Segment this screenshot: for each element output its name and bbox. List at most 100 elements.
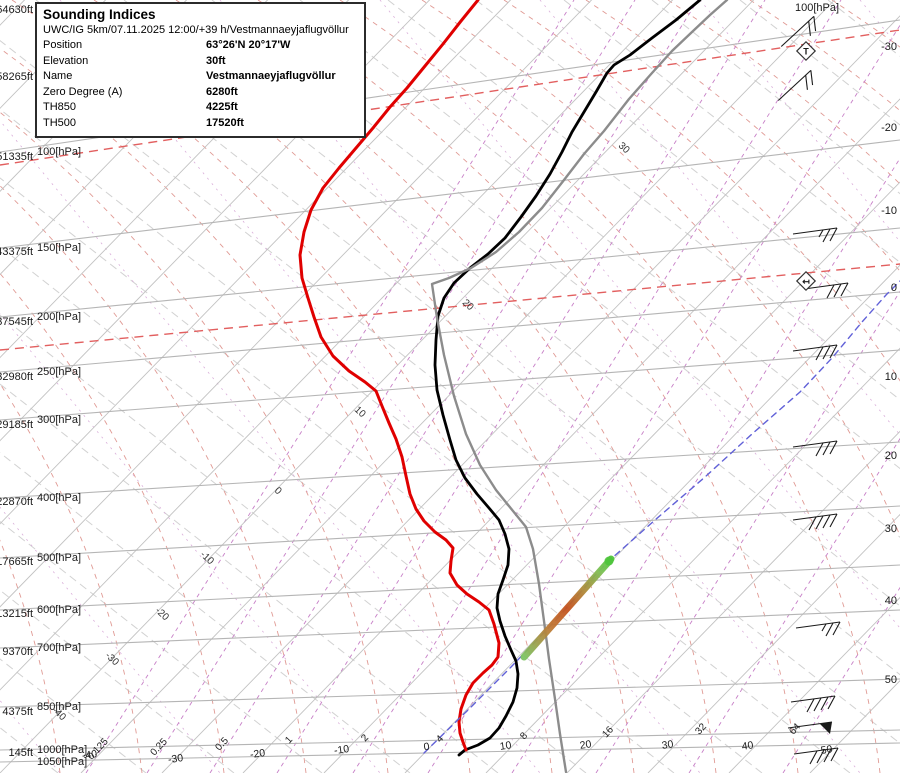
altitude-label: 32980ft [0,371,33,383]
sounding-curves [298,0,900,773]
adiabat-label: 30 [616,140,632,156]
bottom-temp-label: 20 [579,738,592,752]
wind-barb [793,747,839,765]
altitude-label: 64630ft [0,4,33,16]
bottom-temp-label: -40 [81,748,98,762]
adiabat-label: 10 [352,404,368,420]
indices-row-label: Name [43,70,73,82]
mixing-ratio-label: 2 [359,732,371,744]
pressure-label: 700[hPa] [37,642,81,654]
altitude-label: 29185ft [0,419,33,431]
pressure-label: 600[hPa] [37,604,81,616]
right-temp-label: 40 [885,595,897,607]
indices-row-label: Position [43,39,83,51]
altitude-label: 13215ft [0,608,33,620]
altitude-axis-labels: 64630ft 58265ft 51335ft 43375ft 37545ft 32980… [0,4,33,759]
indices-rows: Position 63°26'N 20°17'W Elevation 30ft Name… [43,38,358,131]
bottom-temp-label: -20 [249,747,266,761]
wind-barb [792,513,838,531]
pressure-label: 200[hPa] [37,311,81,323]
right-temp-label: 10 [885,371,897,383]
mixing-ratio-label: 0.5 [213,735,231,753]
mixing-ratio-label: 16 [600,724,616,740]
bottom-temp-label: 50 [820,743,833,757]
indices-row: Position 63°26'N 20°17'W [43,38,358,54]
mixing-ratio-label: 1 [283,734,295,746]
indices-row: Zero Degree (A) 6280ft [43,85,358,101]
pressure-label: 100[hPa] [37,146,81,158]
parcel-gray-curve [430,0,729,773]
altitude-label: 9370ft [2,646,33,658]
energy-top-marker [604,556,614,566]
altitude-label: 145ft [9,747,33,759]
pressure-label: 300[hPa] [37,414,81,426]
wind-barb [787,721,833,734]
indices-row-label: TH500 [43,116,77,129]
mixing-ratio-label: 64 [787,721,803,737]
pressure-label: 1000[hPa] [37,744,87,756]
indices-row-label: Zero Degree (A) [43,85,123,98]
wind-barb [795,621,841,637]
indices-row: Name Vestmannaeyjaflugvöllur [43,69,358,85]
altitude-label: 4375ft [2,706,33,718]
indices-row-value: 17520ft [206,116,244,129]
right-temp-label: -30 [881,41,897,53]
indices-row: TH500 17520ft [43,116,358,132]
pressure-label: 850[hPa] [37,701,81,713]
isobar-lines [0,19,900,763]
shear-blue-dashed-curve [423,280,900,754]
altitude-label: 37545ft [0,316,33,328]
indices-row: TH850 4225ft [43,100,358,116]
right-temp-label: 0 [891,282,897,294]
indices-row-value: 6280ft [206,85,238,98]
pressure-label: 1050[hPa] [37,756,87,768]
right-temp-label: -10 [881,205,897,217]
tropopause-lines [0,29,900,351]
altitude-label: 51335ft [0,151,33,163]
bottom-temp-label: 0 [423,741,431,754]
energy-segment [520,555,615,661]
indices-row-label: Elevation [43,54,89,67]
bottom-temp-label: -30 [167,752,184,766]
pressure-axis-labels: 100[hPa] 150[hPa] 200[hPa] 250[hPa] 300[hPa]… [37,2,839,768]
indices-row-value: 63°26'N 20°17'W [206,39,291,51]
tropopause-glyph: ↤ [802,277,810,287]
bottom-temp-axis-labels: -40 -30 -20 -10 0 10 20 30 40 50 [81,738,833,766]
adiabat-label: -30 [103,650,121,668]
wind-barb [792,227,838,243]
adiabat-label: 20 [460,297,476,313]
adiabat-label: 0 [272,485,284,497]
bottom-temp-label: 30 [661,738,674,752]
right-temp-label: 20 [885,450,897,462]
indices-row-value: 4225ft [206,101,238,113]
model-run-line: UWC/IG 5km/07.11.2025 12:00/+39 h/Vestma… [43,24,349,36]
pressure-label: 500[hPa] [37,552,81,564]
wind-barb [780,15,817,47]
right-temp-label: -20 [881,122,897,134]
pressure-label: 250[hPa] [37,366,81,378]
tropopause-markers: T↤ [795,40,817,292]
sounding-indices-panel: Sounding Indices UWC/IG 5km/07.11.2025 1… [35,2,366,138]
dewpoint-red-curve [298,0,501,752]
wind-barb [792,440,838,457]
wind-barb [792,344,838,361]
panel-title: Sounding Indices [43,7,156,22]
adiabat-label: -20 [153,605,171,623]
temperature-black-curve [433,0,702,757]
wind-barb [803,282,849,299]
bottom-temp-label: 10 [499,739,512,753]
right-temp-label: 30 [885,523,897,535]
right-temp-axis-labels: -30 -20 -10 0 10 20 30 40 50 [881,41,897,686]
indices-row-label: TH850 [43,101,77,113]
wind-barb [790,695,836,713]
mixing-ratio-labels: 0.125 0.25 0.5 1 2 4 8 16 32 64 [86,721,804,762]
bottom-temp-label: -10 [333,743,350,757]
tropopause-diamond-icon [795,270,817,292]
pressure-label: 400[hPa] [37,492,81,504]
indices-row: Elevation 30ft [43,54,358,70]
adiabat-label: -10 [198,549,216,567]
pressure-label: 150[hPa] [37,242,81,254]
wind-barbs [777,15,849,765]
